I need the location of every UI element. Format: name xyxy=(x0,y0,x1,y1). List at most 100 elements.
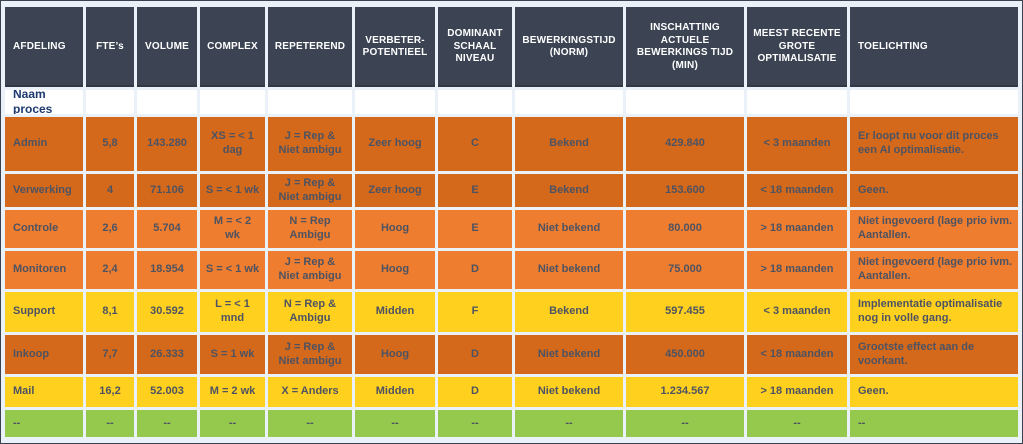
cell-admin-toelichting[interactable]: Er loopt nu voor dit proces een AI optim… xyxy=(850,117,1018,171)
subheader-empty-cell[interactable] xyxy=(515,90,623,114)
cell-mail-meest-recente-grote-optimalisatie[interactable]: > 18 maanden xyxy=(747,377,847,407)
cell-verwerking-meest-recente-grote-optimalisatie[interactable]: < 18 maanden xyxy=(747,174,847,207)
header-cell-volume[interactable]: VOLUME xyxy=(137,7,197,87)
cell-empty-toelichting[interactable]: -- xyxy=(850,410,1018,437)
cell-monitoren-dominant-schaalniveau[interactable]: D xyxy=(438,251,512,289)
cell-controle-dominant-schaalniveau[interactable]: E xyxy=(438,210,512,248)
cell-inkoop-complex[interactable]: S = 1 wk xyxy=(200,335,265,374)
cell-empty-volume[interactable]: -- xyxy=(137,410,197,437)
cell-monitoren-afdeling[interactable]: Monitoren xyxy=(5,251,83,289)
cell-controle-verbeterpotentieel[interactable]: Hoog xyxy=(355,210,435,248)
cell-verwerking-complex[interactable]: S = < 1 wk xyxy=(200,174,265,207)
cell-verwerking-bewerkingstijd-norm[interactable]: Bekend xyxy=(515,174,623,207)
cell-inkoop-dominant-schaalniveau[interactable]: D xyxy=(438,335,512,374)
header-cell-dominant-schaalniveau[interactable]: DOMINANT SCHAAL NIVEAU xyxy=(438,7,512,87)
cell-empty-verbeterpotentieel[interactable]: -- xyxy=(355,410,435,437)
cell-inkoop-inschatting-actuele-bewerkingstijd[interactable]: 450.000 xyxy=(626,335,744,374)
cell-mail-dominant-schaalniveau[interactable]: D xyxy=(438,377,512,407)
subheader-empty-cell[interactable] xyxy=(86,90,134,114)
cell-monitoren-complex[interactable]: S = < 1 wk xyxy=(200,251,265,289)
cell-controle-volume[interactable]: 5.704 xyxy=(137,210,197,248)
cell-empty-repeterend[interactable]: -- xyxy=(268,410,352,437)
cell-admin-meest-recente-grote-optimalisatie[interactable]: < 3 maanden xyxy=(747,117,847,171)
cell-admin-verbeterpotentieel[interactable]: Zeer hoog xyxy=(355,117,435,171)
cell-controle-afdeling[interactable]: Controle xyxy=(5,210,83,248)
subheader-empty-cell[interactable] xyxy=(626,90,744,114)
cell-admin-volume[interactable]: 143.280 xyxy=(137,117,197,171)
cell-controle-complex[interactable]: M = < 2 wk xyxy=(200,210,265,248)
cell-verwerking-afdeling[interactable]: Verwerking xyxy=(5,174,83,207)
cell-monitoren-ftes[interactable]: 2,4 xyxy=(86,251,134,289)
cell-mail-repeterend[interactable]: X = Anders xyxy=(268,377,352,407)
cell-controle-repeterend[interactable]: N = Rep Ambigu xyxy=(268,210,352,248)
cell-controle-bewerkingstijd-norm[interactable]: Niet bekend xyxy=(515,210,623,248)
cell-verwerking-repeterend[interactable]: J = Rep & Niet ambigu xyxy=(268,174,352,207)
cell-verwerking-ftes[interactable]: 4 xyxy=(86,174,134,207)
cell-inkoop-repeterend[interactable]: J = Rep & Niet ambigu xyxy=(268,335,352,374)
cell-verwerking-toelichting[interactable]: Geen. xyxy=(850,174,1018,207)
cell-inkoop-volume[interactable]: 26.333 xyxy=(137,335,197,374)
cell-admin-dominant-schaalniveau[interactable]: C xyxy=(438,117,512,171)
cell-empty-afdeling[interactable]: -- xyxy=(5,410,83,437)
cell-admin-complex[interactable]: XS = < 1 dag xyxy=(200,117,265,171)
cell-support-dominant-schaalniveau[interactable]: F xyxy=(438,292,512,332)
cell-support-complex[interactable]: L = < 1 mnd xyxy=(200,292,265,332)
header-cell-repeterend[interactable]: REPETEREND xyxy=(268,7,352,87)
cell-mail-volume[interactable]: 52.003 xyxy=(137,377,197,407)
cell-empty-meest-recente-grote-optimalisatie[interactable]: -- xyxy=(747,410,847,437)
cell-verwerking-verbeterpotentieel[interactable]: Zeer hoog xyxy=(355,174,435,207)
cell-support-verbeterpotentieel[interactable]: Midden xyxy=(355,292,435,332)
cell-support-bewerkingstijd-norm[interactable]: Bekend xyxy=(515,292,623,332)
cell-monitoren-verbeterpotentieel[interactable]: Hoog xyxy=(355,251,435,289)
cell-controle-ftes[interactable]: 2,6 xyxy=(86,210,134,248)
cell-support-afdeling[interactable]: Support xyxy=(5,292,83,332)
cell-support-ftes[interactable]: 8,1 xyxy=(86,292,134,332)
cell-monitoren-bewerkingstijd-norm[interactable]: Niet bekend xyxy=(515,251,623,289)
cell-mail-verbeterpotentieel[interactable]: Midden xyxy=(355,377,435,407)
cell-support-repeterend[interactable]: N = Rep & Ambigu xyxy=(268,292,352,332)
cell-verwerking-volume[interactable]: 71.106 xyxy=(137,174,197,207)
cell-monitoren-inschatting-actuele-bewerkingstijd[interactable]: 75.000 xyxy=(626,251,744,289)
cell-admin-bewerkingstijd-norm[interactable]: Bekend xyxy=(515,117,623,171)
cell-empty-bewerkingstijd-norm[interactable]: -- xyxy=(515,410,623,437)
subheader-empty-cell[interactable] xyxy=(200,90,265,114)
cell-inkoop-ftes[interactable]: 7,7 xyxy=(86,335,134,374)
cell-mail-inschatting-actuele-bewerkingstijd[interactable]: 1.234.567 xyxy=(626,377,744,407)
cell-empty-complex[interactable]: -- xyxy=(200,410,265,437)
cell-mail-bewerkingstijd-norm[interactable]: Niet bekend xyxy=(515,377,623,407)
cell-inkoop-bewerkingstijd-norm[interactable]: Niet bekend xyxy=(515,335,623,374)
cell-mail-afdeling[interactable]: Mail xyxy=(5,377,83,407)
cell-mail-ftes[interactable]: 16,2 xyxy=(86,377,134,407)
subheader-empty-cell[interactable] xyxy=(355,90,435,114)
subheader-empty-cell[interactable] xyxy=(747,90,847,114)
cell-empty-ftes[interactable]: -- xyxy=(86,410,134,437)
header-cell-meest-recente-grote-optimalisatie[interactable]: MEEST RECENTE GROTE OPTIMALISATIE xyxy=(747,7,847,87)
header-cell-inschatting-actuele-bewerkingstijd[interactable]: INSCHATTING ACTUELE BEWERKINGS TIJD (MIN… xyxy=(626,7,744,87)
cell-support-inschatting-actuele-bewerkingstijd[interactable]: 597.455 xyxy=(626,292,744,332)
subheader-empty-cell[interactable] xyxy=(268,90,352,114)
cell-inkoop-toelichting[interactable]: Grootste effect aan de voorkant. xyxy=(850,335,1018,374)
cell-empty-dominant-schaalniveau[interactable]: -- xyxy=(438,410,512,437)
cell-monitoren-volume[interactable]: 18.954 xyxy=(137,251,197,289)
cell-monitoren-toelichting[interactable]: Niet ingevoerd (lage prio ivm. Aantallen… xyxy=(850,251,1018,289)
header-cell-toelichting[interactable]: TOELICHTING xyxy=(850,7,1018,87)
header-cell-bewerkingstijd-norm[interactable]: BEWERKINGSTIJD (NORM) xyxy=(515,7,623,87)
subheader-empty-cell[interactable] xyxy=(438,90,512,114)
cell-monitoren-repeterend[interactable]: J = Rep & Niet ambigu xyxy=(268,251,352,289)
subheader-empty-cell[interactable] xyxy=(137,90,197,114)
cell-controle-toelichting[interactable]: Niet ingevoerd (lage prio ivm. Aantallen… xyxy=(850,210,1018,248)
cell-mail-toelichting[interactable]: Geen. xyxy=(850,377,1018,407)
cell-mail-complex[interactable]: M = 2 wk xyxy=(200,377,265,407)
header-cell-ftes[interactable]: FTE’s xyxy=(86,7,134,87)
cell-admin-repeterend[interactable]: J = Rep & Niet ambigu xyxy=(268,117,352,171)
header-cell-verbeterpotentieel[interactable]: VERBETER-POTENTIEEL xyxy=(355,7,435,87)
cell-monitoren-meest-recente-grote-optimalisatie[interactable]: > 18 maanden xyxy=(747,251,847,289)
cell-admin-afdeling[interactable]: Admin xyxy=(5,117,83,171)
cell-support-meest-recente-grote-optimalisatie[interactable]: < 3 maanden xyxy=(747,292,847,332)
subheader-empty-cell[interactable] xyxy=(850,90,1018,114)
header-cell-afdeling[interactable]: AFDELING xyxy=(5,7,83,87)
cell-admin-inschatting-actuele-bewerkingstijd[interactable]: 429.840 xyxy=(626,117,744,171)
cell-inkoop-meest-recente-grote-optimalisatie[interactable]: < 18 maanden xyxy=(747,335,847,374)
cell-empty-inschatting-actuele-bewerkingstijd[interactable]: -- xyxy=(626,410,744,437)
cell-controle-meest-recente-grote-optimalisatie[interactable]: > 18 maanden xyxy=(747,210,847,248)
